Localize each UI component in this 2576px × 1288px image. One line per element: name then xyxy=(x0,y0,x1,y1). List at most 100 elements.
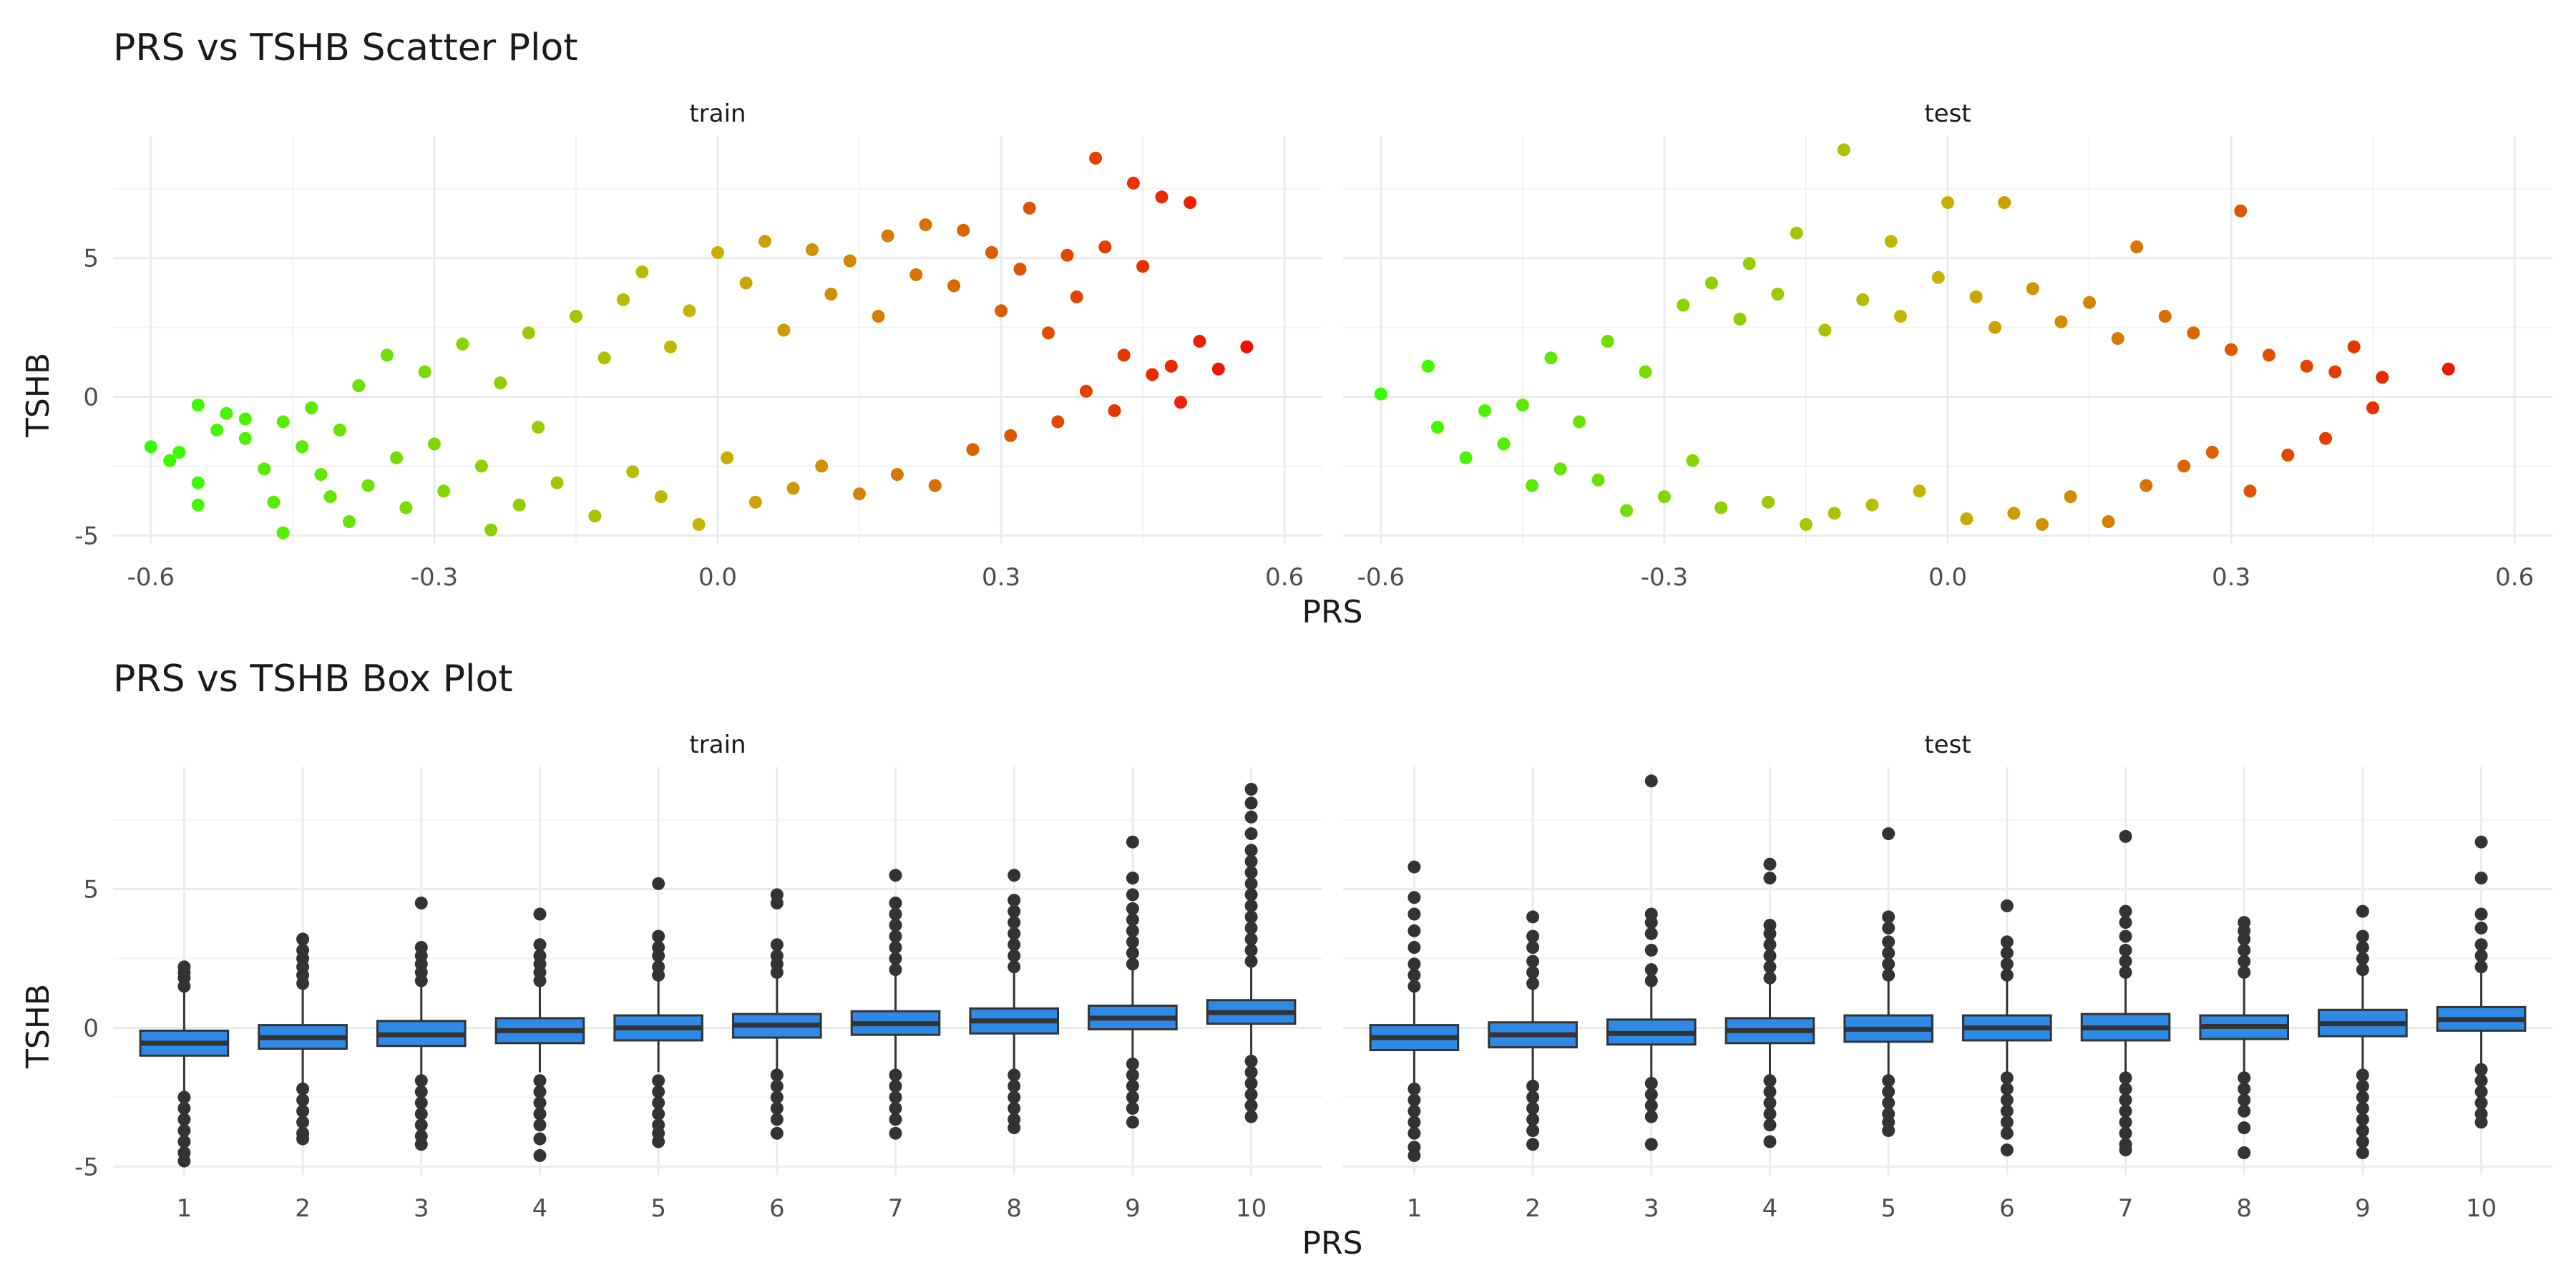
box-outlier xyxy=(1407,968,1421,982)
box-outlier xyxy=(652,960,665,974)
box-outlier xyxy=(652,1096,665,1110)
scatter-point xyxy=(191,476,205,489)
scatter-point xyxy=(427,437,441,451)
scatter-point xyxy=(1733,312,1747,326)
box-outlier xyxy=(1008,938,1021,952)
x-tick-label: 10 xyxy=(2466,1194,2497,1223)
scatter-point xyxy=(909,268,923,281)
scatter-point xyxy=(739,276,753,290)
scatter-point xyxy=(2319,431,2333,445)
scatter-point xyxy=(276,415,290,429)
box-outlier xyxy=(889,869,902,882)
scatter-point xyxy=(267,495,280,509)
scatter-point xyxy=(995,304,1008,318)
box-outlier xyxy=(1008,1091,1021,1104)
scatter-point xyxy=(1051,415,1065,429)
box-outlier xyxy=(1407,941,1421,954)
scatter-point xyxy=(692,517,706,531)
scatter-point xyxy=(1677,298,1690,312)
scatter-point xyxy=(1421,359,1435,373)
scatter-point xyxy=(1837,143,1850,157)
box-outlier xyxy=(1008,960,1021,974)
box-outlier xyxy=(1763,1107,1777,1121)
box-outlier xyxy=(2119,1082,2132,1096)
x-tick-label: 10 xyxy=(1236,1194,1267,1223)
scatter-point xyxy=(2347,340,2361,353)
scatter-point xyxy=(1960,512,1974,526)
scatter-x-axis-label: PRS xyxy=(1302,594,1362,630)
x-tick-label: -0.6 xyxy=(127,563,175,592)
scatter-point xyxy=(1913,484,1926,498)
box-outlier xyxy=(2238,1093,2251,1107)
scatter-point xyxy=(1108,404,1121,417)
box-outlier xyxy=(533,1118,547,1132)
box-outlier xyxy=(1882,957,1896,971)
box-outlier xyxy=(1126,935,1139,949)
box-x-axis-ticks-test: 1 2 3 4 5 6 7 8 9 10 xyxy=(1407,1194,2497,1223)
box-outlier xyxy=(1644,927,1658,940)
box-outlier xyxy=(1407,860,1421,874)
box-outlier xyxy=(2474,907,2488,921)
box-outlier xyxy=(533,1085,547,1098)
box-outlier xyxy=(2356,1113,2369,1126)
y-tick-label: 5 xyxy=(83,876,99,904)
box-outlier xyxy=(1644,907,1658,921)
box-outlier xyxy=(652,1085,665,1098)
box-outlier xyxy=(1407,1093,1421,1107)
box-outlier xyxy=(2119,829,2132,843)
scatter-point xyxy=(1771,288,1785,301)
scatter-point xyxy=(1657,490,1671,504)
box-outlier xyxy=(770,949,784,962)
box-7 xyxy=(2080,829,2171,1157)
x-tick-label: 3 xyxy=(414,1194,429,1223)
box-9 xyxy=(1088,835,1178,1129)
box-outlier xyxy=(1882,1096,1896,1110)
x-tick-label: -0.3 xyxy=(411,563,458,592)
box-outlier xyxy=(1126,1116,1139,1129)
scatter-point xyxy=(1856,293,1870,306)
scatter-point xyxy=(238,431,252,445)
box-outlier xyxy=(414,1107,428,1121)
box-outlier xyxy=(2238,1146,2251,1159)
box-outlier xyxy=(2119,916,2132,930)
scatter-point xyxy=(1790,226,1803,240)
scatter-point xyxy=(570,310,582,323)
box-outlier xyxy=(177,1124,191,1137)
scatter-point xyxy=(258,462,271,476)
box-3 xyxy=(376,897,467,1151)
box-outlier xyxy=(533,1148,547,1162)
box-outlier xyxy=(533,1074,547,1088)
box-outlier xyxy=(2238,965,2251,979)
scatter-point xyxy=(748,495,762,509)
scatter-strip-train: train xyxy=(689,99,746,128)
box-outlier xyxy=(2356,941,2369,954)
box-outlier xyxy=(1407,1148,1421,1162)
scatter-point xyxy=(786,482,800,495)
scatter-point xyxy=(390,451,404,464)
scatter-panel-test xyxy=(1343,136,2552,544)
box-outlier xyxy=(414,1085,428,1098)
scatter-point xyxy=(172,446,186,459)
box-outlier xyxy=(296,932,310,946)
scatter-point xyxy=(824,288,838,301)
box-outlier xyxy=(2119,943,2132,957)
box-outlier xyxy=(2000,1116,2014,1129)
box-outlier xyxy=(652,930,665,943)
scatter-point xyxy=(276,526,290,540)
box-outlier xyxy=(296,1132,310,1146)
scatter-point xyxy=(1686,454,1699,467)
box-1 xyxy=(1369,860,1460,1162)
box-outlier xyxy=(2474,1085,2488,1098)
box-outlier xyxy=(889,897,902,909)
box-outlier xyxy=(1882,1085,1896,1098)
box-outlier xyxy=(2119,1116,2132,1129)
scatter-point xyxy=(777,323,791,337)
box-outlier xyxy=(1244,783,1258,796)
x-tick-label: 5 xyxy=(650,1194,666,1223)
box-outlier xyxy=(1644,974,1658,987)
scatter-point xyxy=(314,468,328,482)
box-outlier xyxy=(2000,1082,2014,1096)
box-outlier xyxy=(1244,827,1258,841)
scatter-point xyxy=(1553,462,1567,476)
